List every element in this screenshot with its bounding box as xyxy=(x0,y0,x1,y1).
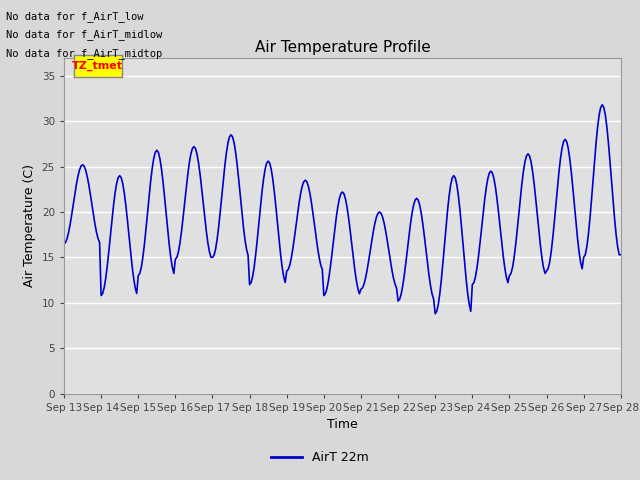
Text: TZ_tmet: TZ_tmet xyxy=(72,61,123,71)
Text: No data for f_AirT_midlow: No data for f_AirT_midlow xyxy=(6,29,163,40)
Y-axis label: Air Temperature (C): Air Temperature (C) xyxy=(23,164,36,287)
Text: No data for f_AirT_low: No data for f_AirT_low xyxy=(6,11,144,22)
Text: No data for f_AirT_midtop: No data for f_AirT_midtop xyxy=(6,48,163,59)
X-axis label: Time: Time xyxy=(327,418,358,431)
Legend: AirT 22m: AirT 22m xyxy=(266,446,374,469)
Title: Air Temperature Profile: Air Temperature Profile xyxy=(255,40,430,55)
